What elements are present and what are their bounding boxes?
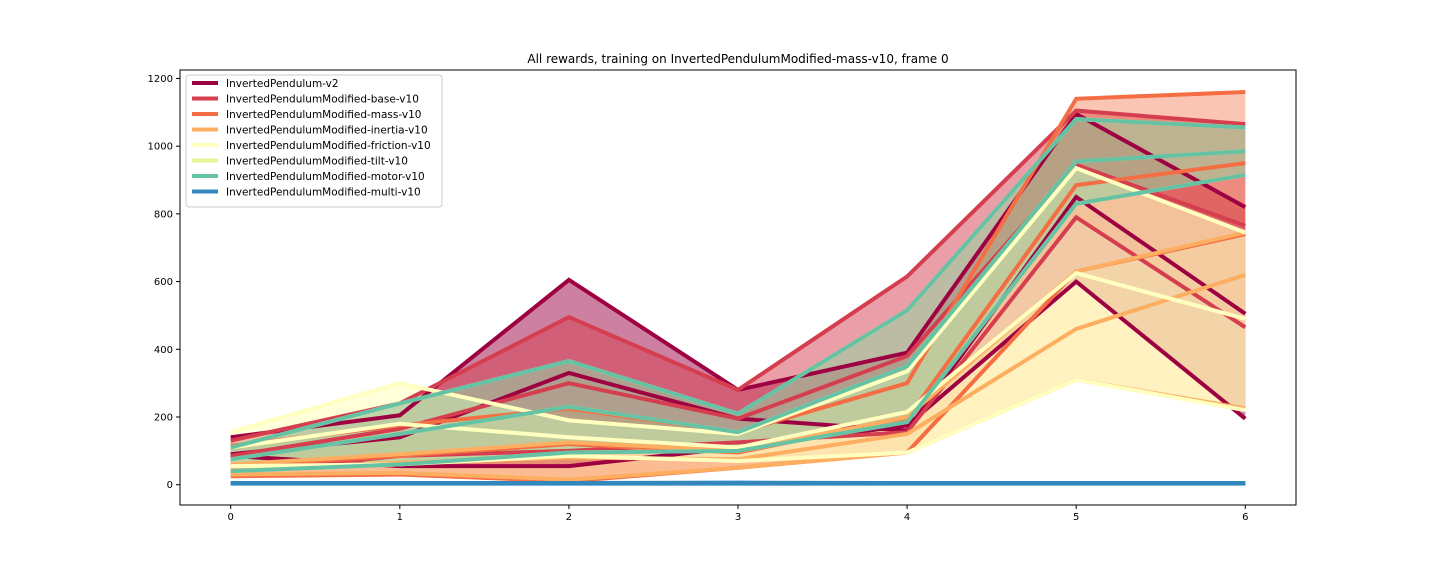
y-tick-label-1: 200 bbox=[154, 412, 173, 423]
x-tick-label-1: 1 bbox=[397, 512, 403, 523]
y-tick-label-5: 1000 bbox=[148, 142, 173, 153]
series-line-6-lower bbox=[230, 172, 1246, 474]
legend-label-6: InvertedPendulumModified-motor-v10 bbox=[226, 171, 425, 183]
x-tick-label-5: 5 bbox=[1073, 512, 1079, 523]
legend-label-2: InvertedPendulumModified-mass-v10 bbox=[226, 109, 421, 121]
x-tick-label-3: 3 bbox=[735, 512, 741, 523]
x-tick-label-6: 6 bbox=[1242, 512, 1248, 523]
band-4 bbox=[230, 168, 1246, 467]
x-axis: 0 1 2 3 4 5 6 bbox=[228, 505, 1248, 523]
series-line-4-mean bbox=[230, 270, 1246, 450]
series-line-6-upper bbox=[230, 117, 1246, 450]
legend-box bbox=[185, 74, 443, 208]
y-tick-label-0: 0 bbox=[167, 480, 173, 491]
legend-label-4: InvertedPendulumModified-friction-v10 bbox=[226, 140, 431, 152]
legend-label-7: InvertedPendulumModified-multi-v10 bbox=[226, 187, 421, 199]
legend: InvertedPendulum-v2 InvertedPendulumModif… bbox=[185, 74, 443, 208]
y-tick-label-6: 1200 bbox=[148, 74, 173, 85]
x-tick-label-2: 2 bbox=[566, 512, 572, 523]
legend-label-3: InvertedPendulumModified-inertia-v10 bbox=[226, 125, 428, 137]
chart-title: All rewards, training on InvertedPendulu… bbox=[527, 52, 948, 66]
series-lines bbox=[230, 90, 1247, 486]
legend-label-1: InvertedPendulumModified-base-v10 bbox=[226, 94, 419, 106]
y-axis: 0 200 400 600 800 1000 1200 bbox=[148, 74, 180, 491]
y-tick-label-2: 400 bbox=[154, 345, 173, 356]
series-line-6-mean bbox=[230, 149, 1246, 462]
legend-label-5: InvertedPendulumModified-tilt-v10 bbox=[226, 156, 408, 168]
y-tick-label-3: 600 bbox=[154, 277, 173, 288]
y-tick-label-4: 800 bbox=[154, 209, 173, 220]
legend-label-0: InvertedPendulum-v2 bbox=[226, 78, 339, 90]
series-line-1-mean bbox=[230, 162, 1246, 458]
x-tick-label-0: 0 bbox=[228, 512, 234, 523]
x-tick-label-4: 4 bbox=[904, 512, 910, 523]
